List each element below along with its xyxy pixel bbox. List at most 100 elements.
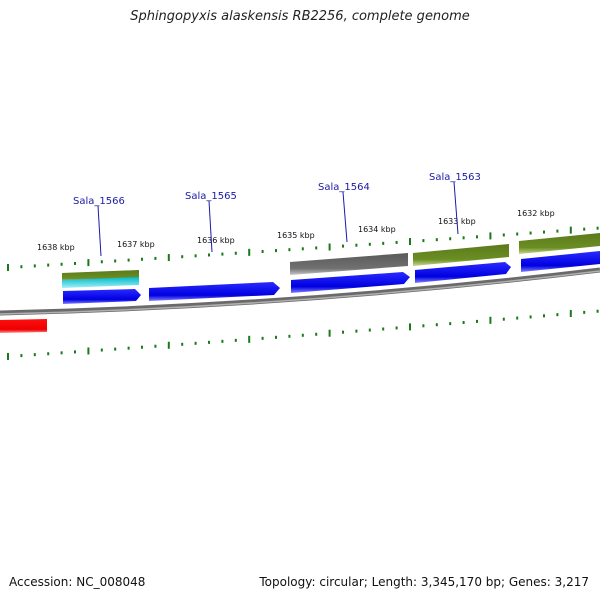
ruler-minor-tick bbox=[355, 329, 358, 333]
ruler-minor-tick bbox=[449, 322, 452, 326]
ruler-minor-tick bbox=[74, 261, 76, 265]
ruler-major-tick bbox=[167, 254, 170, 262]
ruler-minor-tick bbox=[435, 238, 438, 242]
ruler-minor-tick bbox=[60, 262, 63, 266]
ruler-minor-tick bbox=[462, 236, 465, 240]
ruler-minor-tick bbox=[543, 230, 545, 234]
ruler-major-tick bbox=[489, 232, 492, 240]
ruler-minor-tick bbox=[288, 248, 291, 252]
ruler-minor-tick bbox=[288, 334, 291, 338]
ruler-minor-tick bbox=[47, 263, 50, 267]
ruler-major-tick bbox=[409, 323, 411, 331]
ruler-minor-tick bbox=[100, 348, 103, 352]
ruler-major-tick bbox=[489, 316, 492, 324]
ruler-minor-tick bbox=[422, 324, 425, 328]
ruler-minor-tick bbox=[154, 256, 157, 260]
ruler-major-tick bbox=[7, 352, 9, 360]
ruler-minor-tick bbox=[301, 247, 304, 251]
ruler-minor-tick bbox=[181, 255, 184, 259]
tick-label: 1636 kbp bbox=[197, 236, 235, 245]
ruler-minor-tick bbox=[583, 227, 586, 231]
ruler-minor-tick bbox=[234, 251, 237, 255]
gene-label-leader bbox=[208, 200, 213, 253]
ruler-minor-tick bbox=[127, 258, 130, 262]
ruler-minor-tick bbox=[395, 326, 398, 330]
gene-label[interactable]: Sala_1565 bbox=[185, 191, 237, 202]
gene-label-leader bbox=[97, 205, 102, 257]
ruler-minor-tick bbox=[395, 240, 398, 244]
map-title: Sphingopyxis alaskensis RB2256, complete… bbox=[130, 9, 470, 24]
genome-backbone-highlight bbox=[0, 270, 600, 315]
gene-label[interactable]: Sala_1563 bbox=[429, 172, 481, 183]
ruler-major-tick bbox=[328, 243, 331, 251]
ruler-minor-tick bbox=[181, 342, 184, 346]
ruler-minor-tick bbox=[221, 252, 224, 256]
ruler-minor-tick bbox=[368, 242, 371, 246]
ruler-minor-tick bbox=[529, 231, 532, 235]
ruler-minor-tick bbox=[556, 313, 559, 317]
ruler-minor-tick bbox=[556, 229, 559, 233]
reverse-feature-red[interactable] bbox=[0, 319, 47, 333]
ruler-minor-tick bbox=[342, 330, 344, 334]
ruler-minor-tick bbox=[543, 314, 545, 318]
ruler-minor-tick bbox=[114, 259, 117, 263]
ruler-major-tick bbox=[7, 264, 9, 272]
ruler-minor-tick bbox=[261, 336, 264, 340]
cds-arrow[interactable] bbox=[149, 282, 280, 301]
ruler-minor-tick bbox=[20, 265, 23, 269]
ruler-minor-tick bbox=[355, 243, 358, 247]
gene-feature-green[interactable] bbox=[413, 244, 509, 266]
ruler-minor-tick bbox=[382, 241, 385, 245]
ruler-minor-tick bbox=[529, 315, 532, 319]
ruler-minor-tick bbox=[221, 339, 224, 343]
ruler-major-tick bbox=[248, 248, 251, 256]
ruler-major-tick bbox=[409, 238, 411, 246]
ruler-minor-tick bbox=[315, 246, 318, 250]
ruler-minor-tick bbox=[33, 353, 36, 357]
ruler-minor-tick bbox=[368, 328, 371, 332]
gene-feature-gray[interactable] bbox=[290, 253, 408, 275]
ruler-minor-tick bbox=[516, 316, 519, 320]
ruler-minor-tick bbox=[74, 350, 76, 354]
cds-arrow[interactable] bbox=[521, 251, 600, 272]
gene-feature-green[interactable] bbox=[519, 233, 600, 254]
cds-arrow[interactable] bbox=[415, 262, 511, 283]
ruler-minor-tick bbox=[275, 335, 277, 339]
ruler-minor-tick bbox=[502, 233, 505, 237]
inner-ruler bbox=[7, 309, 599, 360]
tick-label: 1634 kbp bbox=[358, 225, 396, 234]
ruler-minor-tick bbox=[141, 345, 143, 349]
ruler-minor-tick bbox=[476, 319, 478, 323]
ruler-minor-tick bbox=[261, 249, 264, 253]
ruler-minor-tick bbox=[208, 340, 210, 344]
gene-label[interactable]: Sala_1566 bbox=[73, 196, 125, 207]
cds-arrow[interactable] bbox=[63, 289, 141, 304]
ruler-minor-tick bbox=[194, 341, 197, 345]
ruler-minor-tick bbox=[449, 237, 452, 241]
gene-label[interactable]: Sala_1564 bbox=[318, 182, 370, 193]
ruler-minor-tick bbox=[422, 239, 425, 243]
gene-label-leader bbox=[453, 181, 459, 235]
ruler-minor-tick bbox=[502, 317, 505, 321]
ruler-minor-tick bbox=[208, 253, 210, 257]
ruler-minor-tick bbox=[47, 352, 50, 356]
gene-label-leader bbox=[342, 191, 348, 243]
ruler-minor-tick bbox=[583, 310, 586, 314]
tick-label: 1635 kbp bbox=[277, 231, 315, 240]
cds-arrow[interactable] bbox=[291, 272, 410, 293]
ruler-minor-tick bbox=[435, 323, 438, 327]
ruler-major-tick bbox=[87, 347, 90, 355]
ruler-minor-tick bbox=[476, 235, 478, 239]
ruler-minor-tick bbox=[596, 309, 599, 313]
ruler-major-tick bbox=[87, 259, 90, 267]
ruler-major-tick bbox=[167, 341, 170, 349]
ruler-major-tick bbox=[569, 310, 572, 318]
tick-label: 1638 kbp bbox=[37, 243, 75, 252]
ruler-minor-tick bbox=[462, 321, 465, 325]
ruler-minor-tick bbox=[342, 244, 344, 248]
ruler-minor-tick bbox=[516, 232, 519, 236]
tick-label: 1637 kbp bbox=[117, 240, 155, 249]
gene-feature-cyan[interactable] bbox=[62, 277, 139, 288]
ruler-minor-tick bbox=[154, 344, 157, 348]
ruler-minor-tick bbox=[33, 264, 36, 268]
